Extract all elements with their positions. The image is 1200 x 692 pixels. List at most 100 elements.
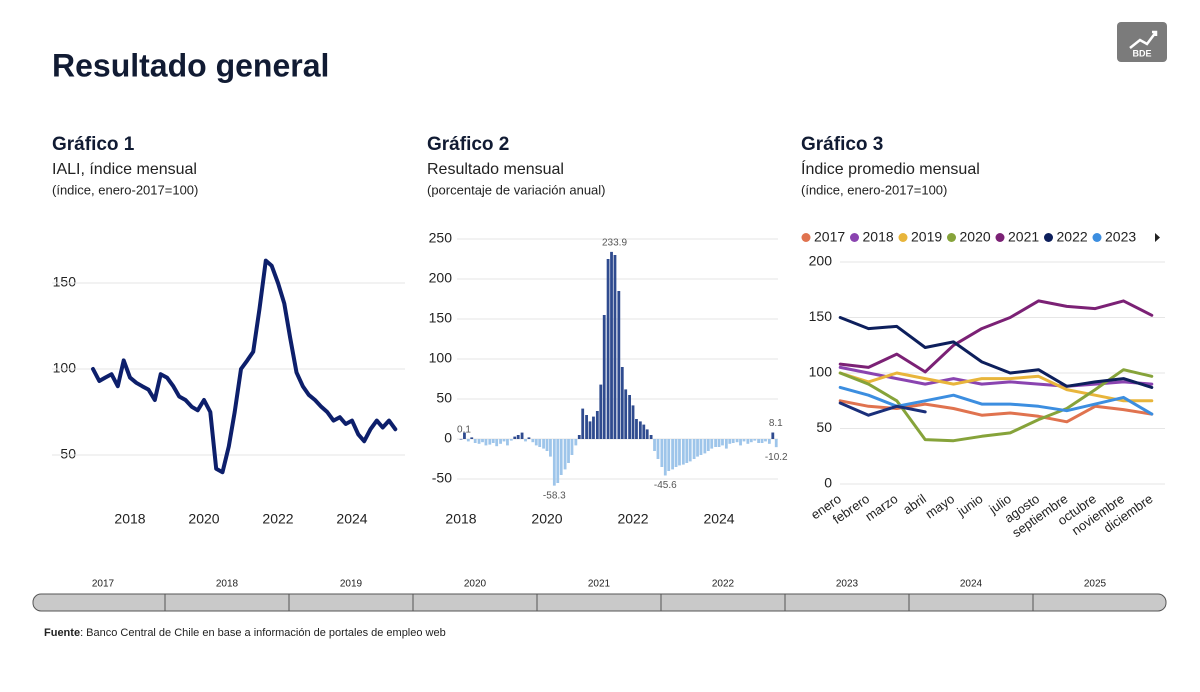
bar [592, 416, 595, 439]
bar [653, 439, 656, 451]
y-tick-label: -50 [432, 470, 452, 486]
bar [681, 439, 685, 465]
bar [771, 432, 775, 439]
y-tick-label: 100 [429, 350, 453, 366]
y-tick-label: 200 [809, 253, 833, 269]
bar [757, 439, 761, 443]
bar [466, 439, 470, 442]
chart-subtitle: IALI, índice mensual [52, 161, 197, 178]
bar [534, 439, 538, 446]
bar [527, 437, 531, 439]
timeline-label[interactable]: 2021 [588, 579, 611, 590]
x-tick-label: 2024 [703, 511, 734, 527]
timeline-label[interactable]: 2023 [836, 579, 859, 590]
bar [542, 439, 545, 449]
bar [567, 439, 570, 463]
value-label: -58.3 [543, 490, 566, 501]
bar [617, 291, 621, 439]
chart-title: Gráfico 3 [801, 134, 883, 155]
bar [563, 439, 567, 470]
bar [549, 439, 552, 457]
bar [556, 439, 560, 483]
bar [674, 439, 678, 467]
legend-label: 2019 [911, 229, 942, 245]
bar [606, 259, 610, 439]
legend-label: 2022 [1057, 229, 1088, 245]
bar [488, 439, 492, 445]
bar [502, 439, 506, 442]
bar [699, 439, 703, 455]
bar [724, 439, 728, 449]
bar [620, 367, 624, 439]
bar [635, 419, 638, 439]
value-label: -45.6 [654, 480, 677, 491]
x-tick-label: 2022 [617, 511, 648, 527]
bar [749, 439, 753, 443]
y-tick-label: 200 [429, 270, 453, 286]
legend-label: 2018 [863, 229, 894, 245]
bar [513, 436, 517, 439]
y-tick-label: 50 [816, 419, 832, 435]
bar [477, 439, 481, 444]
timeline-label[interactable]: 2025 [1084, 579, 1107, 590]
logo-icon [1129, 30, 1158, 49]
bar [721, 439, 724, 446]
bar [739, 439, 742, 446]
footer-label: Fuente [44, 627, 80, 639]
timeline-label[interactable]: 2019 [340, 579, 363, 590]
legend-more[interactable] [1155, 233, 1160, 242]
y-tick-label: 0 [444, 430, 452, 446]
legend-swatch [995, 233, 1005, 242]
bar [628, 395, 631, 439]
bar [753, 439, 757, 441]
bar [764, 439, 767, 442]
bar [531, 439, 535, 443]
bar [473, 439, 477, 443]
chart-note: (porcentaje de variación anual) [427, 182, 606, 197]
bar [717, 439, 721, 447]
bar [509, 439, 513, 441]
bar [731, 439, 735, 443]
x-tick-label: mayo [923, 491, 958, 522]
bar [696, 439, 699, 457]
bar [524, 439, 527, 442]
bar [481, 439, 484, 443]
bar [581, 408, 585, 439]
value-label: 0.1 [457, 425, 471, 436]
bar [746, 439, 750, 444]
bar [645, 429, 649, 439]
y-tick-label: 0 [824, 475, 832, 491]
x-tick-label: 2020 [188, 511, 219, 527]
timeline-label[interactable]: 2017 [92, 579, 115, 590]
y-tick-label: 100 [809, 364, 833, 380]
x-tick-label: junio [954, 491, 986, 520]
x-tick-label: 2020 [531, 511, 562, 527]
legend-label: 2017 [814, 229, 845, 245]
bar [570, 439, 574, 455]
legend-swatch [947, 233, 956, 242]
bar [656, 439, 660, 459]
timeline-label[interactable]: 2018 [216, 579, 239, 590]
bar [516, 435, 520, 439]
bar [588, 421, 592, 439]
timeline-label[interactable]: 2024 [960, 579, 983, 590]
y-tick-label: 100 [53, 360, 77, 376]
legend-label: 2021 [1008, 229, 1039, 245]
bar [506, 439, 509, 446]
timeline-label[interactable]: 2022 [712, 579, 735, 590]
bar [667, 439, 671, 471]
bar [538, 439, 542, 447]
bar [660, 439, 664, 467]
bar [470, 437, 474, 439]
x-tick-label: marzo [862, 491, 900, 524]
bar [703, 439, 707, 454]
bar [678, 439, 681, 466]
series-line [838, 299, 1154, 374]
bar [649, 435, 653, 439]
bar [671, 439, 674, 470]
timeline-label[interactable]: 2020 [464, 579, 487, 590]
bar [710, 439, 714, 449]
bar [642, 424, 646, 439]
bar [602, 315, 606, 439]
